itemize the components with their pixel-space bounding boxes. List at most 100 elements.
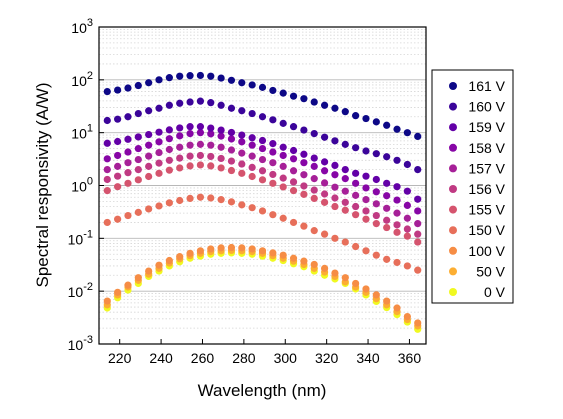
data-point (362, 196, 370, 204)
data-point (227, 166, 236, 175)
data-point (300, 159, 308, 167)
data-point (393, 304, 401, 312)
data-point (341, 175, 349, 183)
data-point (186, 141, 194, 149)
data-point (300, 222, 308, 230)
data-point (362, 114, 370, 123)
legend-label: 150 V (468, 222, 505, 238)
data-point (331, 194, 339, 202)
data-point (320, 198, 329, 206)
data-point (227, 76, 236, 84)
data-point (269, 170, 277, 179)
data-point (196, 97, 205, 105)
data-point (186, 152, 194, 160)
data-point (227, 128, 236, 137)
data-point (114, 172, 122, 180)
data-point (372, 175, 380, 184)
data-point (414, 165, 422, 174)
data-point (393, 125, 401, 133)
data-point (383, 192, 391, 200)
data-point (227, 146, 236, 154)
data-point (352, 279, 360, 288)
data-point (320, 158, 329, 166)
data-point (310, 186, 318, 194)
data-point (372, 291, 380, 299)
data-point (186, 123, 194, 131)
data-point (362, 285, 370, 293)
data-point (310, 175, 318, 183)
data-point (289, 167, 298, 175)
data-point (331, 269, 339, 277)
legend-marker (449, 246, 457, 255)
data-point (155, 104, 163, 112)
data-point (217, 126, 225, 134)
data-point (362, 207, 370, 215)
data-point (248, 81, 256, 89)
data-point (145, 130, 153, 139)
data-point (393, 196, 401, 204)
data-point (331, 161, 339, 170)
data-point (103, 139, 111, 147)
data-point (383, 216, 391, 224)
legend-label: 160 V (468, 99, 505, 115)
data-point (300, 257, 308, 265)
data-point (165, 256, 173, 265)
data-point (165, 135, 173, 143)
data-point (114, 162, 122, 170)
data-point (331, 202, 339, 211)
data-point (103, 175, 111, 184)
data-point (403, 262, 411, 270)
data-point (114, 151, 122, 160)
data-point (165, 101, 173, 109)
data-point (155, 261, 163, 269)
data-point (258, 136, 267, 145)
data-point (258, 155, 267, 164)
data-point (414, 132, 422, 140)
data-point (300, 95, 308, 103)
data-point (289, 92, 298, 100)
x-tick-label: 260 (191, 350, 215, 366)
data-point (124, 179, 132, 187)
data-point (186, 72, 194, 80)
data-point (320, 101, 329, 109)
data-point (258, 83, 267, 91)
data-point (114, 215, 122, 223)
legend-marker (449, 143, 457, 152)
data-point (238, 201, 246, 209)
y-tick-label: 100 (71, 176, 93, 195)
data-point (393, 258, 401, 267)
data-point (217, 132, 225, 140)
data-point (372, 211, 380, 220)
data-point (248, 245, 256, 253)
data-point (114, 183, 122, 191)
data-point (279, 162, 287, 170)
data-point (414, 266, 422, 274)
data-point (165, 199, 173, 207)
data-point (341, 165, 349, 174)
data-point (310, 98, 318, 106)
data-point (238, 160, 246, 168)
data-point (403, 232, 411, 240)
data-point (196, 161, 205, 169)
data-point (207, 245, 215, 253)
x-tick-label: 220 (108, 350, 132, 366)
data-point (383, 223, 391, 232)
y-tick-label: 101 (71, 123, 93, 142)
data-point (279, 174, 287, 182)
data-point (196, 140, 205, 148)
data-point (145, 162, 153, 170)
data-point (217, 154, 225, 163)
data-point (134, 274, 142, 282)
data-point (124, 84, 132, 92)
data-point (165, 126, 173, 134)
data-point (176, 164, 184, 172)
data-point (217, 143, 225, 151)
data-point (352, 191, 360, 199)
data-point (145, 152, 153, 160)
data-point (103, 187, 111, 195)
data-point (269, 159, 277, 167)
data-point (383, 121, 391, 129)
legend: 161 V 160 V 159 V 158 V 157 V 156 V 155 V 150 V… (431, 69, 514, 304)
